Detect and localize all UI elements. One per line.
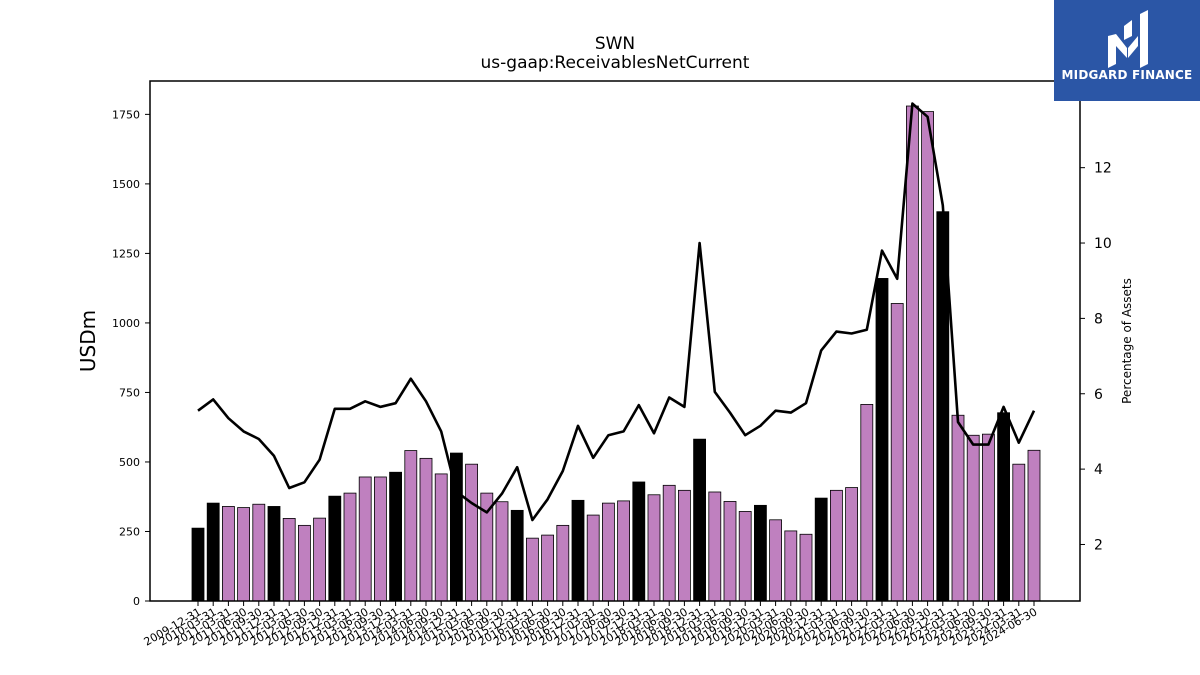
bar	[632, 481, 646, 602]
y2-tick-label: 4	[1094, 462, 1103, 478]
bar	[693, 438, 706, 602]
bar	[890, 303, 904, 602]
bar	[814, 497, 828, 602]
bar	[434, 473, 448, 602]
bar	[647, 494, 661, 602]
percentage-line-series	[197, 102, 1036, 522]
bar	[799, 533, 813, 602]
y-tick-label: 1250	[112, 247, 140, 260]
bar	[678, 489, 691, 602]
midgard-finance-logo: MIDGARD FINANCE	[1054, 0, 1200, 101]
y2-tick-label: 2	[1094, 537, 1103, 553]
bar	[237, 507, 251, 602]
bar	[313, 517, 327, 602]
y-tick-label: 1500	[112, 178, 140, 191]
bar	[860, 404, 874, 602]
bar	[282, 518, 296, 602]
y2-tick-label: 8	[1094, 311, 1103, 327]
bar	[617, 500, 630, 602]
bar	[708, 491, 722, 602]
bar	[297, 524, 311, 602]
bar	[541, 534, 554, 602]
bar	[723, 501, 737, 602]
x-axis: 2009-12-312010-03-312011-03-312011-06-30…	[142, 601, 1040, 649]
bar	[221, 506, 235, 602]
y-axis-label: USDm	[76, 310, 100, 372]
logo-text: MIDGARD FINANCE	[1061, 68, 1193, 82]
bar	[571, 499, 585, 602]
bar	[966, 434, 980, 602]
bar	[845, 487, 858, 602]
y-tick-label: 750	[119, 386, 140, 399]
bar	[389, 471, 403, 602]
bar	[875, 278, 889, 602]
midgard-logo-icon	[1108, 10, 1148, 68]
chart-subtitle: us-gaap:ReceivablesNetCurrent	[481, 53, 750, 73]
y-tick-label: 1000	[112, 317, 140, 330]
bar	[1012, 463, 1026, 602]
bar	[267, 506, 281, 602]
right-axis: 2 4 6 8 10 12	[1080, 161, 1112, 553]
bar	[906, 105, 919, 602]
y2-tick-label: 12	[1094, 161, 1112, 177]
bar	[921, 111, 934, 602]
y-tick-label: 0	[133, 595, 140, 608]
bar	[206, 502, 220, 602]
bar	[526, 537, 539, 602]
bar-series	[191, 105, 1041, 602]
bar	[1027, 449, 1041, 602]
bar	[465, 463, 479, 602]
bar	[556, 524, 570, 602]
y-tick-label: 1750	[112, 108, 140, 121]
bar	[769, 519, 782, 602]
bar	[419, 457, 433, 602]
bar	[662, 484, 676, 602]
bar	[951, 414, 965, 602]
left-axis: 0 250 500 750 1000 1250 1500 1750	[112, 108, 150, 608]
y2-tick-label: 6	[1094, 387, 1103, 403]
bar	[328, 495, 342, 602]
bar	[510, 509, 524, 602]
bar	[191, 527, 205, 602]
bar	[373, 476, 387, 602]
y-tick-label: 250	[119, 525, 140, 538]
bar	[602, 502, 615, 602]
y-tick-label: 500	[119, 456, 140, 469]
bar	[738, 511, 752, 602]
bar	[754, 504, 767, 602]
y2-axis-label: Percentage of Assets	[1120, 278, 1134, 404]
bar	[495, 501, 509, 602]
percentage-line	[197, 102, 1036, 522]
y2-tick-label: 10	[1094, 236, 1112, 252]
bar	[830, 489, 843, 602]
bar	[784, 530, 798, 602]
bar	[997, 412, 1010, 602]
bar	[982, 433, 995, 602]
bar	[252, 503, 266, 602]
plot-frame	[149, 80, 1081, 602]
chart-title: SWN	[595, 34, 635, 54]
bar	[358, 476, 372, 602]
bar	[404, 450, 418, 602]
bar	[343, 492, 357, 602]
bar	[586, 514, 600, 602]
